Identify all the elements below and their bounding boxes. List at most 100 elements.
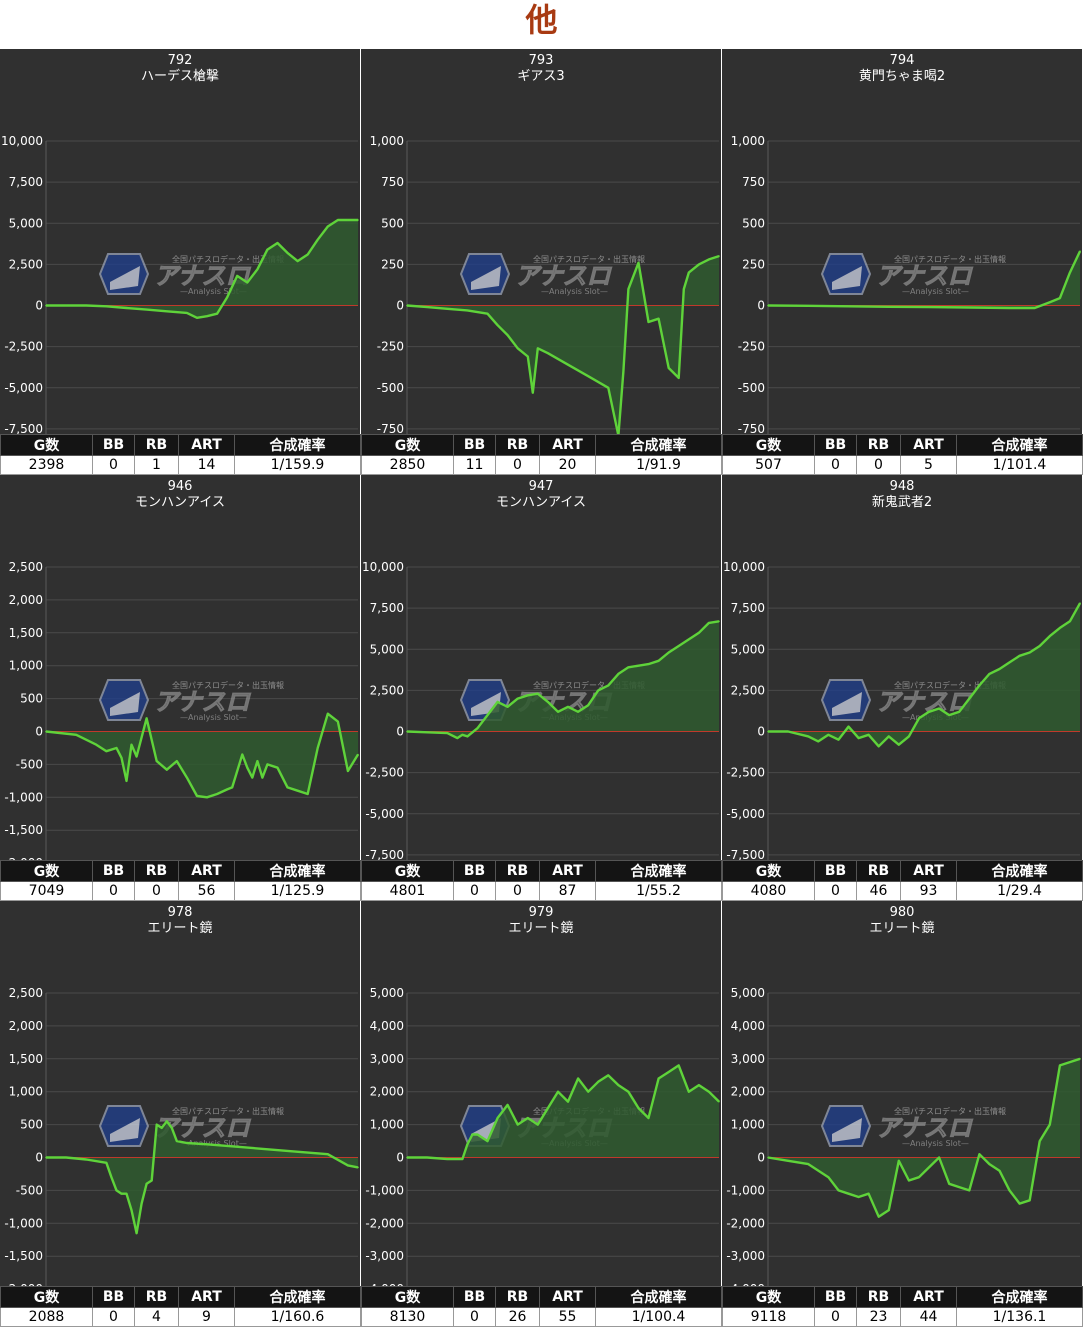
stats-header: 合成確率 [595, 1286, 722, 1308]
data-point [627, 288, 630, 290]
data-point [286, 786, 289, 789]
data-point [206, 315, 208, 318]
data-point [837, 738, 840, 741]
data-point [145, 308, 148, 311]
data-point [406, 1156, 408, 1159]
y-tick-label: -500 [16, 757, 43, 771]
y-tick-label: 2,500 [9, 986, 43, 1000]
stats-header: ART [178, 1286, 235, 1308]
data-point [567, 706, 569, 708]
data-point [698, 263, 700, 266]
data-point [928, 711, 930, 713]
y-tick-label: -2,000 [365, 1216, 404, 1230]
data-point [988, 673, 991, 675]
data-point [150, 1179, 153, 1182]
data-point [877, 745, 880, 748]
data-point [476, 1133, 479, 1136]
data-point [677, 1064, 680, 1067]
data-point [406, 730, 408, 733]
data-point [506, 1104, 509, 1106]
data-point [110, 1176, 113, 1178]
data-point [45, 304, 47, 307]
data-point [667, 651, 670, 654]
data-point [888, 735, 890, 738]
logo-sub-text: —Analysis Slot— [180, 287, 247, 296]
data-point [667, 1071, 670, 1073]
data-point [767, 730, 769, 733]
stats-rb: 0 [495, 881, 540, 901]
stats-rate: 1/100.4 [595, 1307, 722, 1327]
data-point [357, 1166, 359, 1169]
logo-top-text: 全国パチスロデータ・出玉情報 [894, 254, 1006, 264]
area-fill [46, 713, 358, 798]
data-point [115, 747, 118, 749]
series-line [45, 712, 360, 799]
stats-header: ART [900, 434, 957, 456]
data-point [261, 776, 264, 779]
series-line [406, 254, 720, 434]
data-point [337, 219, 339, 221]
data-point [683, 288, 685, 290]
stats-header: G数 [722, 860, 815, 882]
stats-bb: 11 [453, 455, 496, 475]
area-fill [46, 220, 358, 318]
series-line [768, 602, 1082, 748]
chart-panel: 947 モンハンアイス 10,000 7,500 5,000 2,500 0 -2,500 -5… [361, 475, 722, 901]
stats-games: 507 [722, 455, 815, 475]
stats-bb: 0 [453, 1307, 496, 1327]
data-point [471, 1133, 474, 1136]
data-point [496, 701, 499, 703]
data-point [125, 307, 128, 309]
chart-svg: 10,000 7,500 5,000 2,500 0 -2,500 -5,000 -7,500… [362, 560, 720, 860]
data-point [677, 377, 680, 379]
data-point [125, 1192, 128, 1195]
y-tick-label: -7,500 [726, 848, 765, 860]
stats-bb: 0 [814, 455, 857, 475]
data-point [516, 347, 519, 350]
stats-header: 合成確率 [956, 434, 1083, 456]
data-point [316, 747, 319, 749]
y-tick-label: 2,500 [9, 257, 43, 271]
data-point [537, 692, 539, 695]
data-point [968, 697, 971, 700]
y-tick-label: -2,000 [4, 1282, 43, 1286]
y-tick-label: 500 [381, 216, 404, 230]
data-point [466, 735, 469, 738]
y-tick-label: 7,500 [731, 601, 765, 615]
y-tick-label: 250 [742, 257, 765, 271]
data-point [547, 1107, 549, 1109]
data-point [948, 1183, 950, 1185]
y-tick-label: -2,000 [726, 1216, 765, 1230]
data-point [206, 796, 208, 799]
data-point [657, 317, 660, 320]
stats-header: ART [539, 1286, 596, 1308]
y-tick-label: 0 [396, 1151, 404, 1165]
stats-art: 55 [539, 1307, 596, 1327]
stats-art: 9 [178, 1307, 235, 1327]
y-tick-label: 2,000 [9, 1019, 43, 1033]
data-point [918, 1176, 920, 1178]
stats-rb: 46 [856, 881, 901, 901]
stats-header: RB [134, 860, 179, 882]
stats-header: BB [814, 860, 857, 882]
data-point [688, 638, 690, 641]
data-point [958, 1186, 960, 1188]
data-point [461, 734, 464, 736]
data-point [446, 732, 449, 734]
chart-panel: 794黄門ちゃま喝21,0007505002500-250-500-750-1,… [722, 49, 1083, 475]
data-point [85, 1158, 88, 1161]
machine-number: 792 [167, 53, 193, 68]
stats-rate: 1/101.4 [956, 455, 1083, 475]
stats-rate: 1/55.2 [595, 881, 722, 901]
data-point [406, 304, 408, 307]
stats-header: BB [814, 434, 857, 456]
data-point [357, 753, 359, 756]
data-point [466, 309, 469, 312]
stats-rb: 4 [134, 1307, 179, 1327]
y-tick-label: -3,000 [365, 1249, 404, 1263]
data-point [461, 1158, 464, 1160]
y-tick-label: 1,000 [731, 134, 765, 148]
data-point [527, 355, 529, 358]
